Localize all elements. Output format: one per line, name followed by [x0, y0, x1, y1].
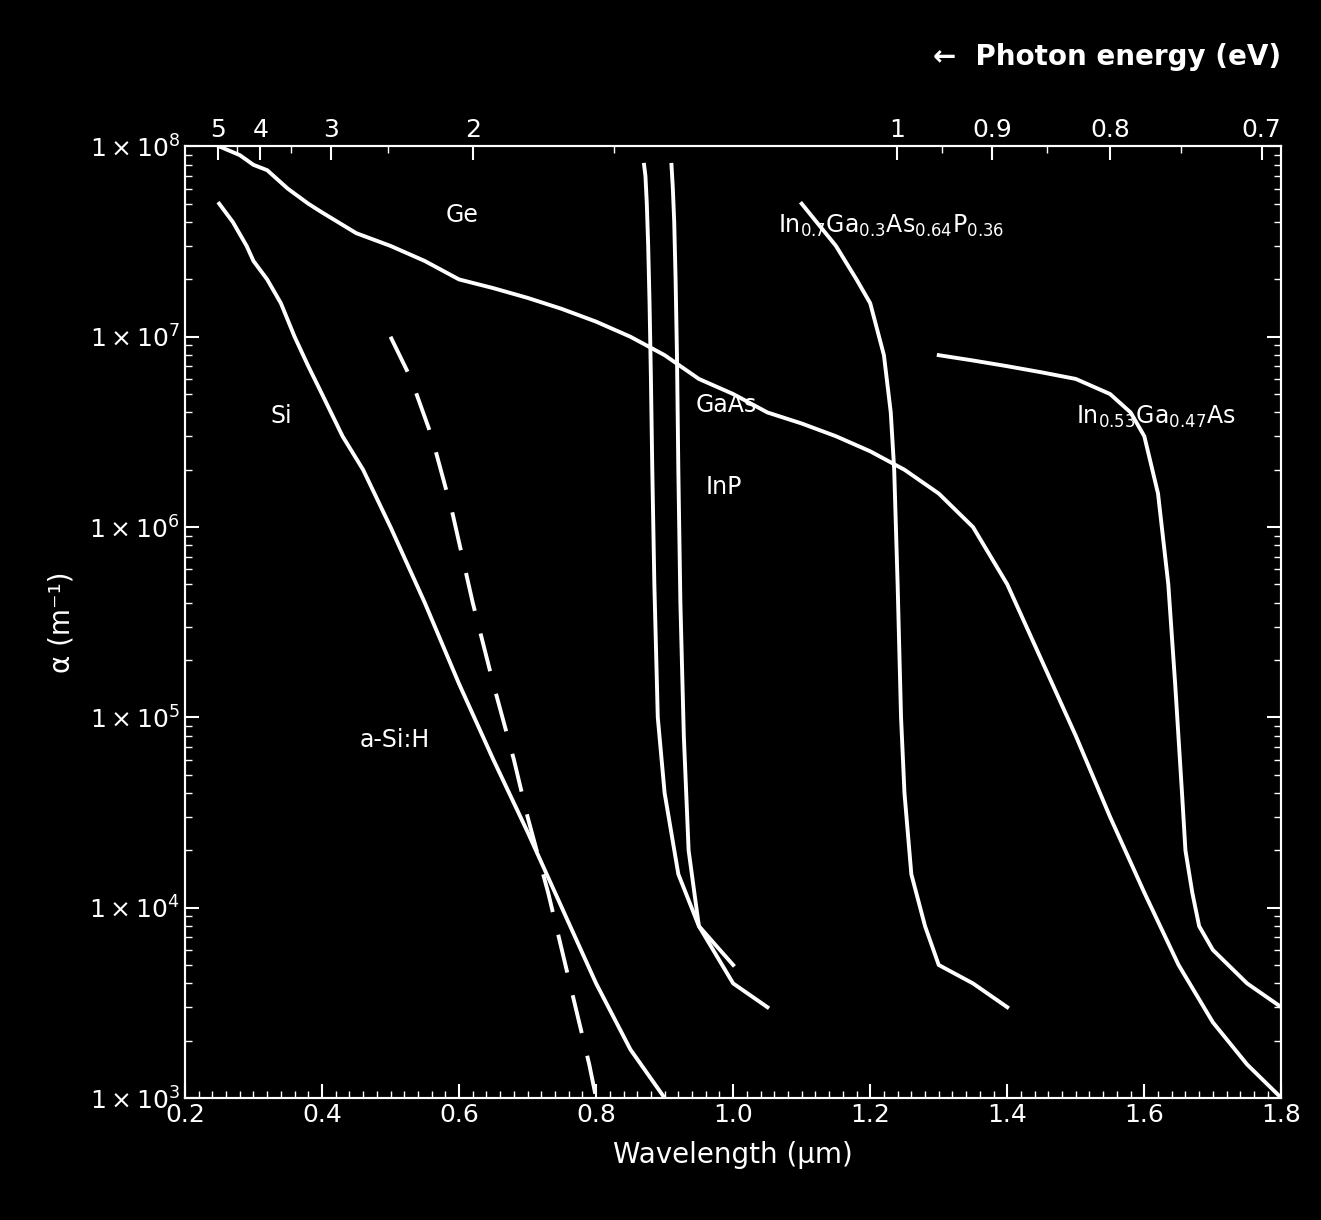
- Text: Ge: Ge: [445, 204, 478, 227]
- Y-axis label: α (m⁻¹): α (m⁻¹): [48, 571, 75, 673]
- Text: In$_{0.53}$Ga$_{0.47}$As: In$_{0.53}$Ga$_{0.47}$As: [1075, 404, 1235, 429]
- Text: GaAs: GaAs: [695, 394, 757, 417]
- Text: In$_{0.7}$Ga$_{0.3}$As$_{0.64}$P$_{0.36}$: In$_{0.7}$Ga$_{0.3}$As$_{0.64}$P$_{0.36}…: [778, 214, 1004, 239]
- Text: a-Si:H: a-Si:H: [359, 728, 429, 752]
- X-axis label: Wavelength (μm): Wavelength (μm): [613, 1141, 853, 1169]
- Text: Si: Si: [271, 405, 292, 428]
- Text: ←  Photon energy (eV): ← Photon energy (eV): [933, 43, 1281, 71]
- Text: InP: InP: [705, 475, 742, 499]
